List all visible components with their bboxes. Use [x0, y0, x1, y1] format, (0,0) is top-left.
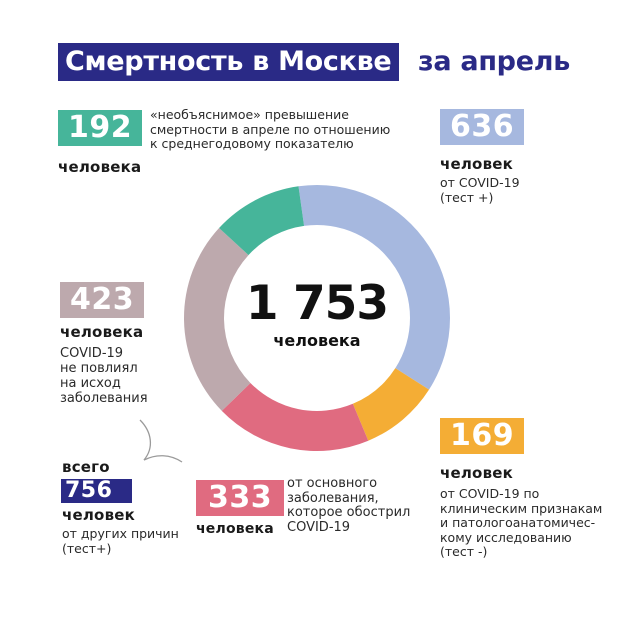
desc-line: COVID-19: [287, 519, 351, 535]
bracket-arrow-icon: [139, 419, 183, 463]
desc-line: (тест -): [440, 544, 488, 559]
desc-covid-clinical: от COVID-19 по клиническим признакам и п…: [440, 486, 603, 560]
block-covid-positive: 636: [440, 109, 525, 145]
desc-other: от других причин (тест+): [62, 526, 179, 556]
desc-line: не повлиял: [60, 361, 138, 376]
total-unit: человека: [273, 331, 361, 350]
value-badge: 333: [196, 480, 285, 516]
value-badge: 192: [58, 110, 143, 146]
desc-line: от других причин: [62, 526, 179, 541]
desc-covid-positive: от COVID-19 (тест +): [440, 175, 520, 205]
value-badge: 169: [440, 418, 525, 454]
unit-other: человек: [62, 506, 136, 524]
block-covid-clinical: 169: [440, 418, 525, 454]
total-value: 1 753: [245, 276, 389, 331]
donut-segment: [221, 382, 369, 451]
unit-covid-no-effect: человека: [60, 323, 144, 341]
donut-segment: [219, 186, 305, 256]
desc-line: кому исследованию: [440, 529, 572, 545]
desc-line: заболевания,: [287, 490, 379, 506]
desc-covid-no-effect: COVID-19 не повлиял на исход заболевания: [60, 346, 148, 406]
unit-covid-positive: человек: [440, 155, 514, 173]
block-covid-no-effect: 423: [60, 282, 145, 318]
desc-line: «необъяснимое» превышение: [150, 107, 349, 122]
unit-unexplained: человека: [58, 158, 142, 176]
desc-aggravated: от основного заболевания, которое обостр…: [287, 476, 411, 535]
unit-covid-clinical: человек: [440, 464, 514, 482]
desc-line: от основного: [287, 476, 378, 491]
value-badge: 756: [61, 479, 133, 503]
desc-unexplained: «необъяснимое» превышение смертности в а…: [150, 107, 391, 152]
block-unexplained: 192: [58, 110, 143, 146]
desc-line: клиническим признакам: [440, 500, 603, 516]
block-aggravated: 333: [196, 480, 285, 516]
desc-line: смертности в апреле по отношению: [150, 121, 391, 137]
prefix-other: всего: [62, 458, 110, 476]
title-tail: за апрель: [418, 46, 570, 77]
donut-segment: [184, 228, 251, 411]
desc-line: (тест+): [62, 540, 112, 556]
desc-line: на исход: [60, 376, 121, 391]
desc-line: (тест +): [440, 189, 494, 205]
desc-line: от COVID-19: [440, 175, 520, 190]
value-badge: 423: [60, 282, 145, 318]
donut-segment: [352, 368, 430, 441]
block-other-causes: 756: [61, 479, 133, 503]
unit-aggravated: человека: [196, 521, 274, 537]
desc-line: заболевания: [60, 391, 148, 406]
value-badge: 636: [440, 109, 525, 145]
desc-line: COVID-19: [60, 346, 124, 361]
donut-segment: [298, 184, 450, 390]
desc-line: к среднегодовому показателю: [150, 136, 354, 151]
desc-line: от COVID-19 по: [440, 486, 540, 501]
desc-line: которое обострил: [287, 505, 411, 520]
desc-line: и патологоанатомичес-: [440, 515, 596, 530]
title-highlight: Смертность в Москве: [58, 43, 400, 81]
